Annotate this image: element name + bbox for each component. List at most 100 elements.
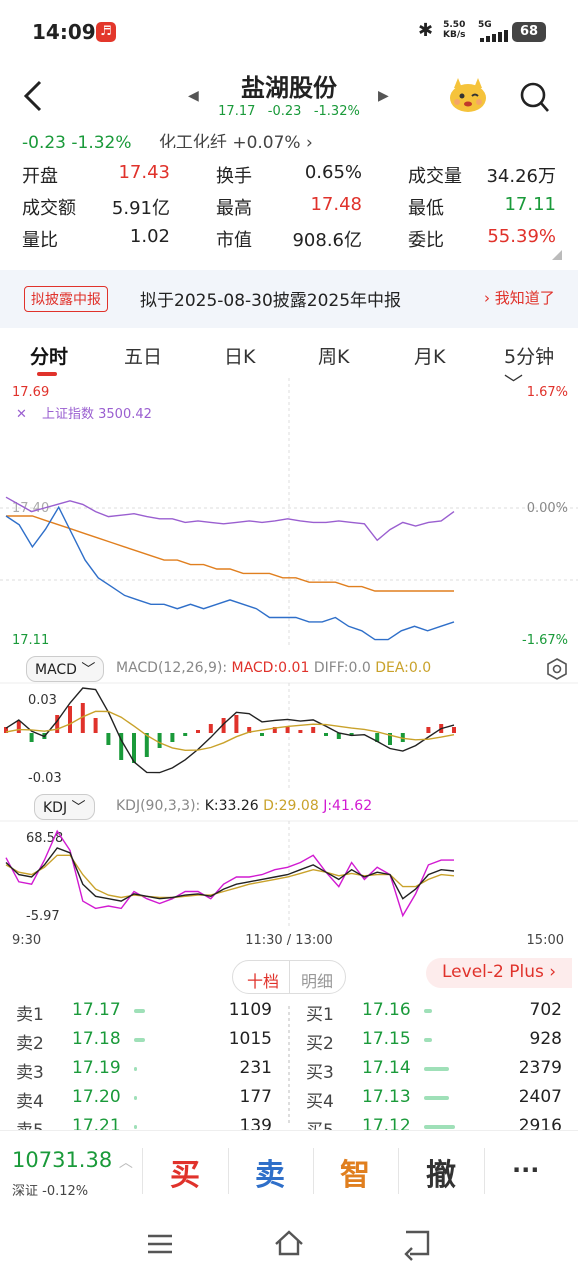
bids-row[interactable]: 买4 17.13 2407 — [306, 1087, 562, 1116]
price-line — [5, 505, 455, 641]
kdj-title: KDJ(90,3,3): — [116, 798, 201, 814]
bluetooth-icon: ✱ — [418, 20, 434, 41]
k-value: K:33.26 — [204, 798, 259, 814]
time-axis-label: 15:00 — [527, 933, 564, 948]
quote-label: 最高 — [216, 198, 252, 219]
bids-volume: 2407 — [518, 1087, 562, 1107]
asks-volume-bar — [134, 1038, 145, 1042]
close-icon: ✕ — [16, 407, 27, 422]
bids-volume: 702 — [529, 1000, 562, 1020]
status-bar: 14:09 ♬ ✱ 5.50 KB/s 5G 68 — [0, 0, 578, 62]
quote-label: 成交量 — [408, 166, 462, 187]
network-type: 5G — [478, 20, 492, 30]
bids-row[interactable]: 买2 17.15 928 — [306, 1029, 562, 1058]
tab-ten-levels[interactable]: 十档 — [247, 972, 280, 991]
tab-3[interactable]: 周K — [318, 346, 350, 368]
index-value-text: 10731.38 — [12, 1148, 113, 1172]
asks-row[interactable]: 卖3 17.19 231 — [16, 1058, 272, 1087]
macd-axis-label: -0.03 — [28, 771, 62, 786]
net-speed-unit: KB/s — [443, 30, 466, 40]
app-notification-icon: ♬ — [96, 22, 116, 42]
asks-row[interactable]: 卖4 17.20 177 — [16, 1087, 272, 1116]
divider — [142, 1148, 143, 1194]
notice-tag: 拟披露中报 — [24, 286, 108, 312]
macd-selector[interactable]: MACD ﹀ — [26, 656, 105, 682]
divider — [398, 1148, 399, 1194]
back-nav-icon[interactable] — [404, 1230, 430, 1261]
bids-volume: 928 — [529, 1029, 562, 1049]
asks-price: 17.20 — [72, 1087, 121, 1107]
system-nav-bar — [148, 1230, 430, 1261]
quote-value: 34.26万 — [486, 166, 556, 187]
back-button[interactable] — [22, 80, 44, 120]
tab-5[interactable]: 5分钟 ﹀ — [504, 346, 555, 395]
orderbook-tabs: 十档 明细 — [232, 960, 346, 994]
home-icon[interactable] — [275, 1230, 303, 1256]
quote-value: 908.6亿 — [292, 230, 362, 251]
d-value: D:29.08 — [263, 798, 319, 814]
expand-corner-icon[interactable] — [552, 250, 562, 260]
asks-row[interactable]: 卖1 17.17 1109 — [16, 1000, 272, 1029]
prev-stock-button[interactable]: ◀ — [188, 88, 199, 104]
dea-line — [5, 710, 455, 752]
asks-volume: 1109 — [228, 1000, 272, 1020]
j-line — [5, 829, 454, 918]
smart-button[interactable]: 智 — [340, 1158, 370, 1193]
tab-2[interactable]: 日K — [224, 346, 256, 368]
scrolled-change: -0.23 -1.32% — [22, 133, 132, 148]
kdj-axis-label: -5.97 — [26, 909, 60, 924]
bids-price: 17.14 — [362, 1058, 411, 1078]
trade-bar — [0, 1130, 578, 1210]
sector-link[interactable]: 化工化纤 +0.07% › — [158, 133, 313, 148]
dea-value: DEA:0.0 — [375, 660, 432, 676]
chart-area[interactable]: 17.69 17.40 17.11 1.67% 0.00% -1.67% ✕ 上证指数 350… — [0, 378, 578, 948]
bids-price: 17.13 — [362, 1087, 411, 1107]
net-speed: 5.50 KB/s — [443, 20, 465, 40]
chevron-up-icon: ︿ — [118, 1155, 133, 1171]
quote-label: 成交额 — [22, 198, 76, 219]
asks-volume: 177 — [239, 1087, 272, 1107]
buy-button[interactable]: 买 — [170, 1158, 200, 1193]
search-icon[interactable] — [518, 80, 550, 114]
kdj-selector[interactable]: KDJ ﹀ — [34, 794, 95, 820]
bids-row[interactable]: 买3 17.14 2379 — [306, 1058, 562, 1087]
level2-button[interactable]: Level-2 Plus › — [426, 958, 572, 988]
next-stock-button[interactable]: ▶ — [378, 88, 389, 104]
index-value[interactable]: 10731.38 ︿ — [12, 1148, 133, 1172]
more-button[interactable]: ··· — [512, 1156, 540, 1184]
asks-row[interactable]: 卖2 17.18 1015 — [16, 1029, 272, 1058]
signal-icon — [480, 30, 508, 42]
bids-volume-bar — [424, 1125, 455, 1129]
bids-row[interactable]: 买1 17.16 702 — [306, 1000, 562, 1029]
bids-label: 买2 — [306, 1034, 334, 1054]
price-axis-label: 17.11 — [12, 633, 49, 648]
bids-volume: 2379 — [518, 1058, 562, 1078]
quote-label: 委比 — [408, 230, 444, 251]
notice-banner[interactable] — [0, 270, 578, 328]
tab-0[interactable]: 分时 — [30, 346, 69, 368]
j-value: J:41.62 — [323, 798, 373, 814]
macd-title: MACD(12,26,9): — [116, 660, 228, 676]
kdj-legend: KDJ(90,3,3): K:33.26 D:29.08 J:41.62 — [116, 798, 372, 814]
tab-1[interactable]: 五日 — [124, 346, 163, 368]
time-axis-label: 9:30 — [12, 933, 41, 948]
mascot-icon[interactable] — [448, 76, 488, 114]
quote-value: 1.02 — [129, 226, 170, 247]
asks-price: 17.17 — [72, 1000, 121, 1020]
index-name: 深证 -0.12% — [12, 1180, 88, 1199]
index-legend: 上证指数 3500.42 — [42, 407, 152, 422]
price-axis-label: 17.40 — [12, 501, 49, 516]
tab-4[interactable]: 月K — [414, 346, 446, 368]
divider — [313, 1148, 314, 1194]
quote-value: 17.48 — [310, 194, 362, 215]
menu-icon[interactable] — [148, 1234, 172, 1254]
diff-value: DIFF:0.0 — [313, 660, 371, 676]
tab-underline — [37, 372, 57, 376]
cancel-order-button[interactable]: 撤 — [426, 1158, 456, 1193]
quote-label: 最低 — [408, 198, 444, 219]
tab-detail[interactable]: 明细 — [301, 972, 334, 991]
notice-dismiss-button[interactable]: › 我知道了 — [484, 289, 555, 307]
settings-icon[interactable] — [546, 658, 568, 680]
sell-button[interactable]: 卖 — [255, 1158, 285, 1193]
bids-label: 买4 — [306, 1092, 334, 1112]
